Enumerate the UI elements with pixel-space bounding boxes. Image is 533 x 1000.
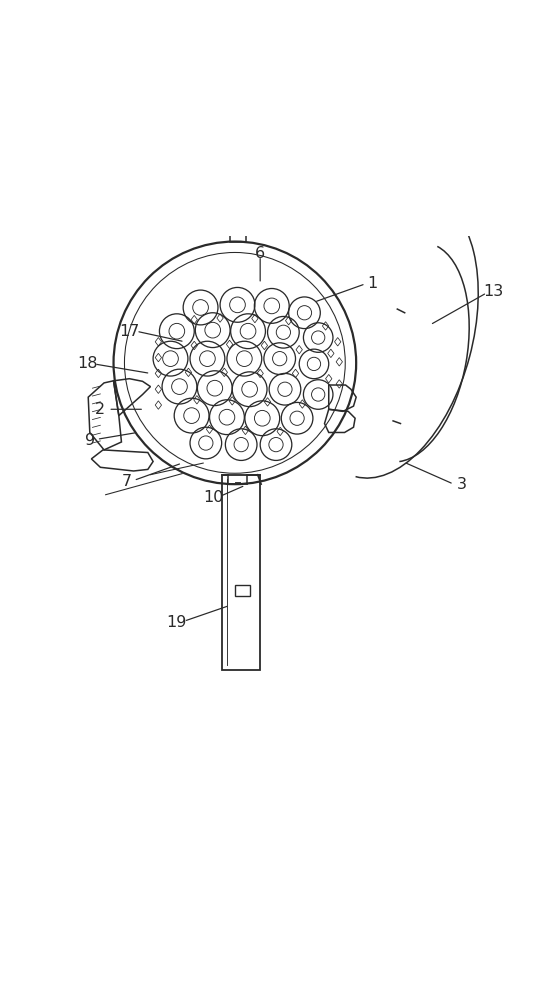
Text: 10: 10 xyxy=(204,490,224,505)
Text: 3: 3 xyxy=(457,477,467,492)
Bar xyxy=(222,475,260,670)
Text: 7: 7 xyxy=(122,474,132,489)
Text: 19: 19 xyxy=(167,615,187,630)
Text: 18: 18 xyxy=(77,356,98,371)
Bar xyxy=(235,585,249,596)
Text: 1: 1 xyxy=(367,276,377,291)
Text: 17: 17 xyxy=(119,324,140,339)
Text: 2: 2 xyxy=(95,402,106,417)
Text: 9: 9 xyxy=(85,433,95,448)
Text: 6: 6 xyxy=(255,246,265,261)
Bar xyxy=(230,218,246,242)
Text: 13: 13 xyxy=(483,284,504,299)
Circle shape xyxy=(125,252,345,473)
